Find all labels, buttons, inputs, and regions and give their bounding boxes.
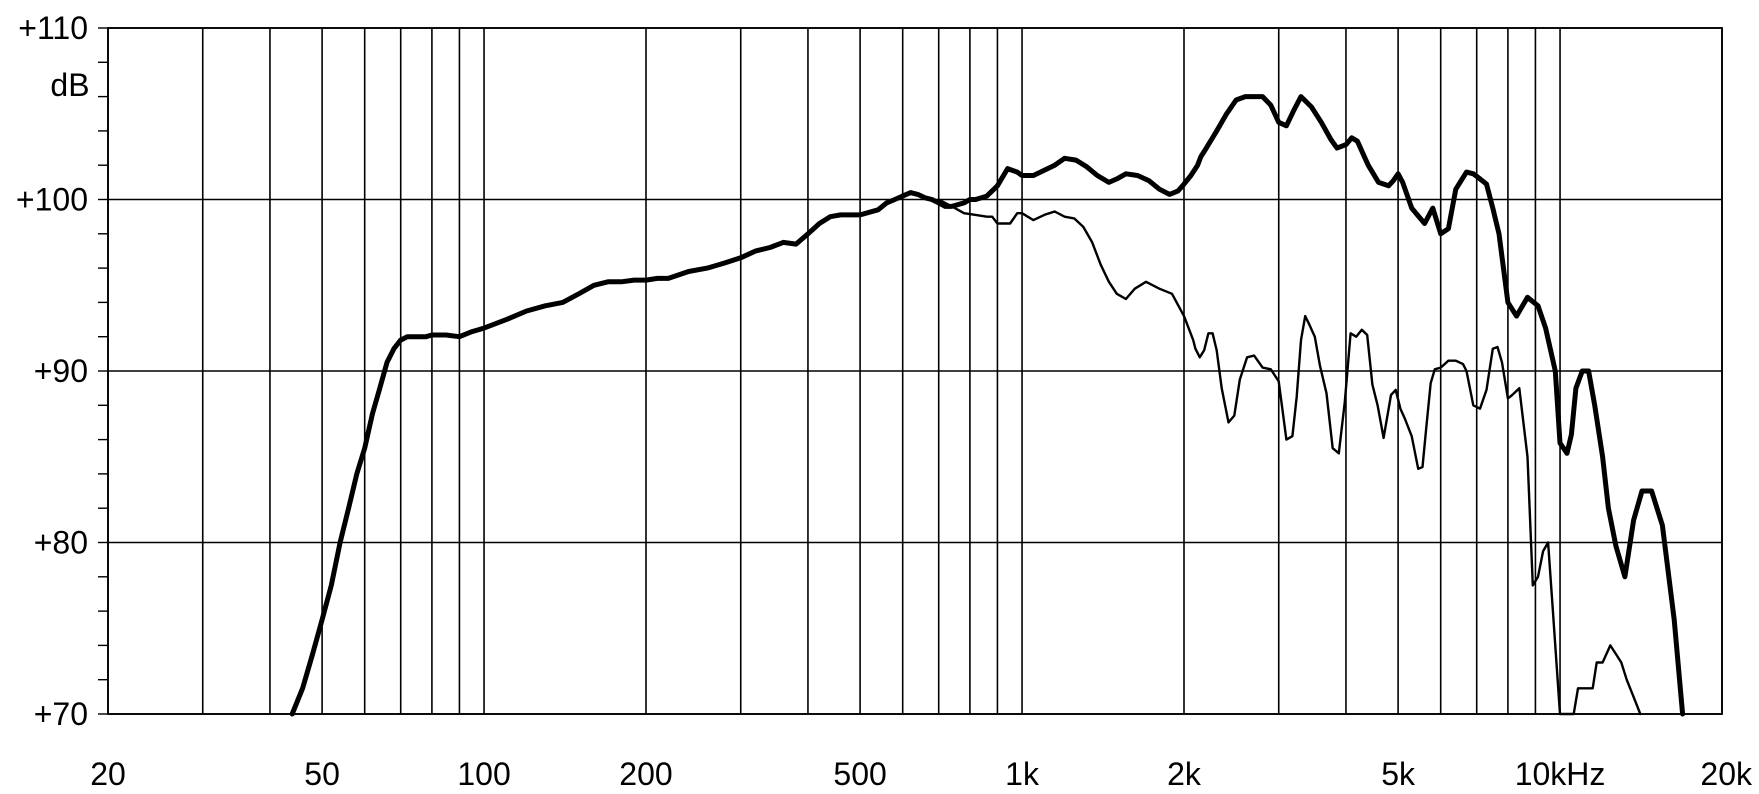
y-tick-label: +70: [34, 696, 88, 732]
series-layer: [289, 94, 1686, 717]
y-axis-unit-label: dB: [50, 67, 89, 103]
x-tick-label: 50: [304, 756, 340, 792]
x-tick-label: 2k: [1167, 756, 1202, 792]
y-tick-label: +80: [34, 525, 88, 561]
response-curve-on-axis: [289, 94, 1686, 717]
y-tick-label: +90: [34, 353, 88, 389]
x-tick-label: 20k: [1700, 756, 1753, 792]
plot-frame: [107, 27, 1723, 715]
response-curve-off-axis: [937, 198, 1642, 716]
y-tick-label: +100: [16, 182, 88, 218]
x-tick-label: 200: [619, 756, 672, 792]
x-tick-label: 10kHz: [1515, 756, 1606, 792]
x-tick-label: 500: [833, 756, 886, 792]
x-tick-label: 1k: [1005, 756, 1040, 792]
x-tick-labels: 20 50 100 200 500 1k 2k 5k 10kHz 20k: [90, 756, 1753, 792]
y-minor-ticks: [98, 27, 108, 715]
y-tick-labels: +110 +100 +90 +80 +70: [16, 10, 88, 732]
y-tick-label: +110: [18, 10, 88, 46]
x-tick-label: 20: [90, 756, 126, 792]
x-tick-label: 100: [457, 756, 510, 792]
y-gridlines: [108, 27, 1722, 715]
x-tick-label: 5k: [1381, 756, 1416, 792]
